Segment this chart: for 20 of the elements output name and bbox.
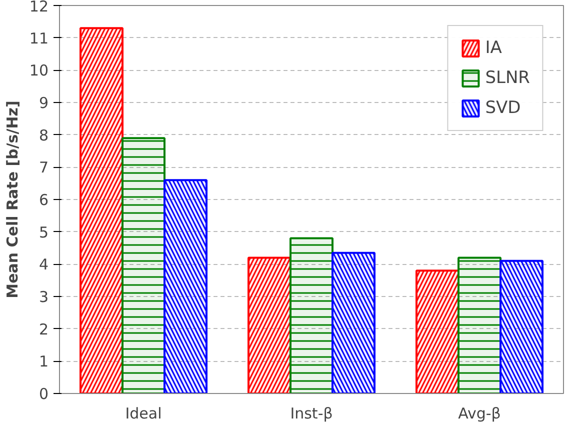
y-tick-label: 12	[29, 0, 49, 16]
y-tick-label: 7	[38, 158, 49, 177]
y-tick-label: 8	[38, 126, 49, 144]
y-tick-label: 4	[38, 256, 49, 274]
y-tick-label: 0	[38, 385, 49, 403]
y-tick-label: 5	[38, 223, 49, 242]
legend-label: IA	[485, 38, 503, 58]
y-tick-label: 6	[38, 191, 49, 209]
y-tick-label: 10	[29, 62, 49, 80]
y-tick-label: 3	[38, 288, 49, 306]
y-tick-label: 11	[29, 29, 49, 48]
x-tick-label: Inst-β	[290, 404, 333, 422]
y-tick-label: 1	[38, 352, 49, 371]
y-axis-title: Mean Cell Rate [b/s/Hz]	[3, 100, 22, 298]
y-tick-label: 9	[38, 94, 49, 112]
y-tick-label: 2	[38, 320, 49, 338]
legend-label: SLNR	[485, 68, 530, 88]
x-tick-label: Ideal	[125, 404, 162, 422]
x-tick-label: Avg-β	[458, 404, 501, 422]
legend-label: SVD	[485, 98, 521, 118]
